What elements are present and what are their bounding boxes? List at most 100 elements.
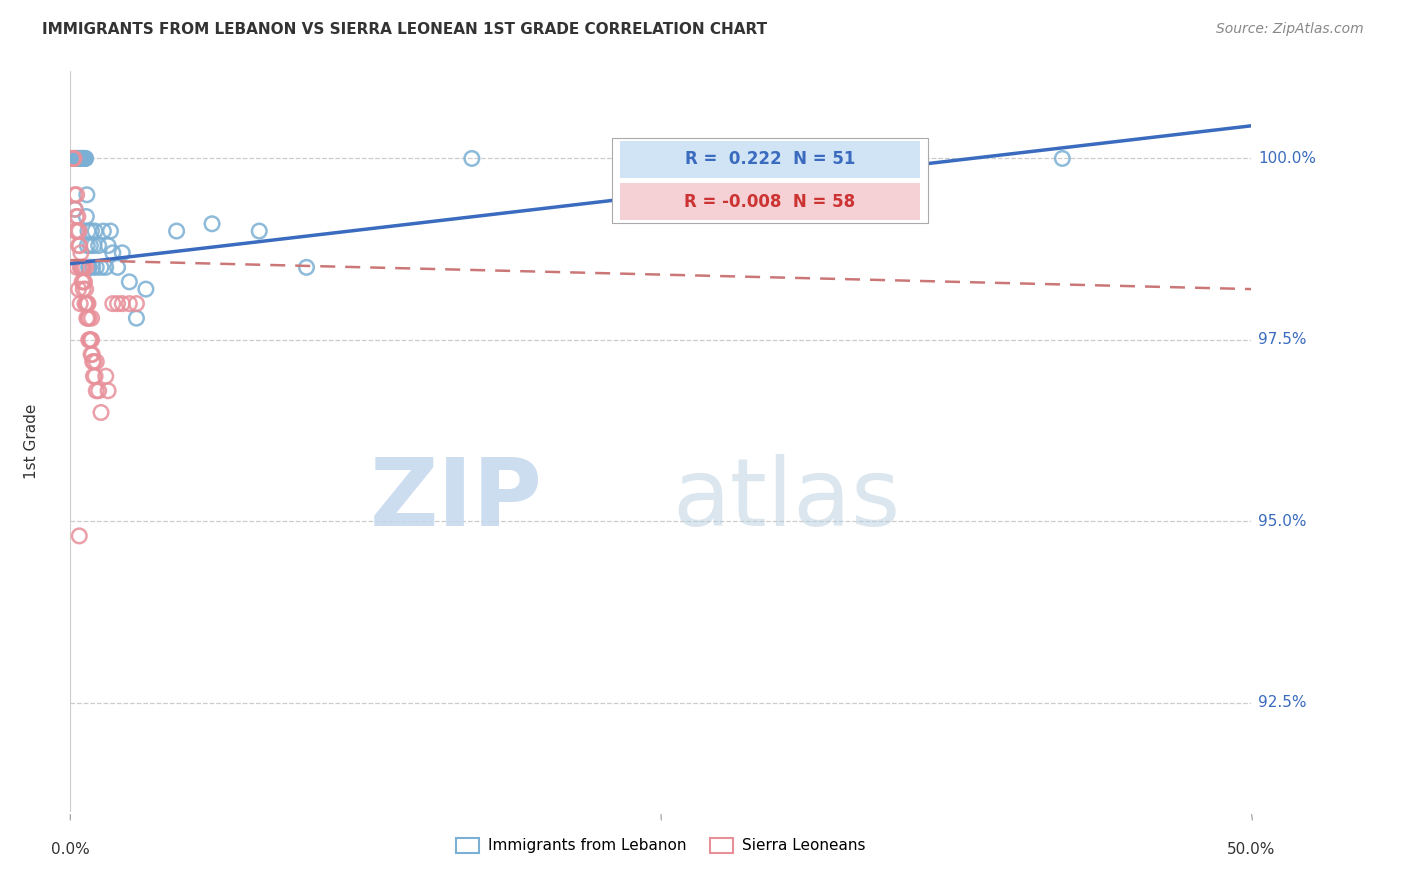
Point [461, 152, 484, 166]
Point [70, 152, 93, 166]
Point [101, 296, 124, 310]
Point [69, 296, 91, 310]
Text: 97.5%: 97.5% [1258, 333, 1306, 347]
Point [93, 224, 115, 238]
Point [83, 354, 105, 368]
Point [73, 152, 96, 166]
Point [63, 152, 86, 166]
Point [82, 369, 104, 384]
Point [94, 260, 117, 275]
Point [77, 260, 100, 275]
Point [97, 238, 120, 252]
Point [70, 152, 93, 166]
Point [70, 260, 93, 275]
Text: Source: ZipAtlas.com: Source: ZipAtlas.com [1216, 22, 1364, 37]
Point [63, 187, 86, 202]
Point [66, 152, 89, 166]
Point [62, 152, 84, 166]
Point [80, 333, 103, 347]
Point [73, 260, 96, 275]
Point [63, 152, 86, 166]
Point [118, 296, 141, 310]
Point [83, 238, 105, 252]
Point [125, 296, 148, 310]
Point [73, 152, 96, 166]
Point [166, 224, 188, 238]
Point [77, 224, 100, 238]
Point [70, 275, 93, 289]
Point [70, 152, 93, 166]
Point [201, 217, 224, 231]
Point [135, 282, 157, 296]
Point [62, 152, 84, 166]
Point [66, 187, 89, 202]
Point [65, 210, 87, 224]
Point [107, 260, 129, 275]
Point [66, 224, 89, 238]
Point [65, 152, 87, 166]
Point [247, 224, 270, 238]
Point [75, 152, 97, 166]
Point [73, 296, 96, 310]
Point [67, 152, 90, 166]
Point [125, 311, 148, 326]
Point [73, 152, 96, 166]
Point [1052, 152, 1074, 166]
Point [79, 238, 101, 252]
Point [69, 152, 91, 166]
Point [77, 311, 100, 326]
Point [76, 311, 98, 326]
Point [75, 260, 97, 275]
Point [90, 260, 112, 275]
Text: 100.0%: 100.0% [1258, 151, 1316, 166]
Point [84, 260, 107, 275]
Point [63, 152, 86, 166]
Point [72, 152, 94, 166]
Point [72, 275, 94, 289]
Text: 92.5%: 92.5% [1258, 696, 1306, 710]
Point [70, 245, 93, 260]
Point [107, 296, 129, 310]
Point [118, 275, 141, 289]
Point [76, 238, 98, 252]
Point [66, 152, 89, 166]
Text: 0.0%: 0.0% [51, 842, 90, 857]
Point [67, 224, 90, 238]
Point [66, 210, 89, 224]
Legend: Immigrants from Lebanon, Sierra Leoneans: Immigrants from Lebanon, Sierra Leoneans [450, 831, 872, 860]
Point [67, 152, 90, 166]
Point [77, 296, 100, 310]
Point [84, 354, 107, 368]
Point [97, 384, 120, 398]
Point [66, 260, 89, 275]
Point [69, 260, 91, 275]
Text: ZIP: ZIP [370, 454, 543, 546]
Point [72, 282, 94, 296]
Point [77, 333, 100, 347]
Text: 50.0%: 50.0% [1227, 842, 1275, 857]
Point [76, 296, 98, 310]
Point [82, 260, 104, 275]
Point [80, 311, 103, 326]
Point [72, 260, 94, 275]
Point [101, 245, 124, 260]
Point [72, 152, 94, 166]
Point [75, 210, 97, 224]
Point [77, 311, 100, 326]
Text: R = -0.008  N = 58: R = -0.008 N = 58 [685, 193, 855, 211]
Point [65, 224, 87, 238]
Point [79, 333, 101, 347]
Point [80, 347, 103, 361]
Text: IMMIGRANTS FROM LEBANON VS SIERRA LEONEAN 1ST GRADE CORRELATION CHART: IMMIGRANTS FROM LEBANON VS SIERRA LEONEA… [42, 22, 768, 37]
Point [63, 202, 86, 217]
Point [84, 369, 107, 384]
Point [90, 405, 112, 419]
Point [75, 296, 97, 310]
Point [63, 202, 86, 217]
Point [111, 245, 134, 260]
Point [80, 224, 103, 238]
Point [65, 152, 87, 166]
Point [76, 187, 98, 202]
Point [69, 238, 91, 252]
Point [100, 224, 122, 238]
